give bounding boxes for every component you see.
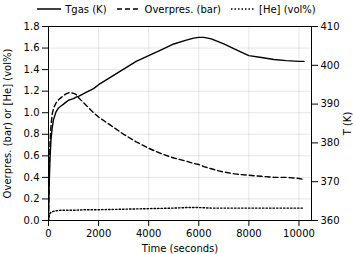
svg-text:0.0: 0.0 (24, 215, 40, 226)
svg-text:1.8: 1.8 (24, 21, 40, 32)
svg-text:390: 390 (321, 98, 340, 109)
svg-text:0.4: 0.4 (24, 172, 40, 183)
svg-text:0: 0 (45, 228, 51, 239)
svg-text:1.0: 1.0 (24, 107, 40, 118)
html-text:Overpres. (bar): Overpres. (bar) (144, 3, 221, 15)
svg-text:Overpres. (bar) or [He] (vol%): Overpres. (bar) or [He] (vol%) (2, 49, 13, 199)
svg-text:380: 380 (321, 137, 340, 148)
html-text:[He] (vol%): [He] (vol%) (259, 3, 316, 15)
svg-text:410: 410 (321, 21, 340, 32)
svg-text:1.2: 1.2 (24, 85, 40, 96)
svg-text:400: 400 (321, 60, 340, 71)
svg-text:0.6: 0.6 (24, 150, 40, 161)
html-text:Tgas (K): Tgas (K) (65, 3, 107, 15)
svg-text:4000: 4000 (136, 228, 161, 239)
svg-text:Time (seconds): Time (seconds) (141, 243, 218, 254)
svg-text:0.8: 0.8 (24, 128, 40, 139)
svg-text:1.6: 1.6 (24, 42, 40, 53)
svg-text:370: 370 (321, 176, 340, 187)
svg-text:1.4: 1.4 (24, 64, 40, 75)
svg-text:8000: 8000 (236, 228, 261, 239)
svg-text:2000: 2000 (86, 228, 111, 239)
svg-text:360: 360 (321, 215, 340, 226)
svg-text:6000: 6000 (186, 228, 211, 239)
svg-text:0.2: 0.2 (24, 193, 40, 204)
svg-text:10000: 10000 (283, 228, 315, 239)
svg-text:T (K): T (K) (342, 112, 353, 137)
